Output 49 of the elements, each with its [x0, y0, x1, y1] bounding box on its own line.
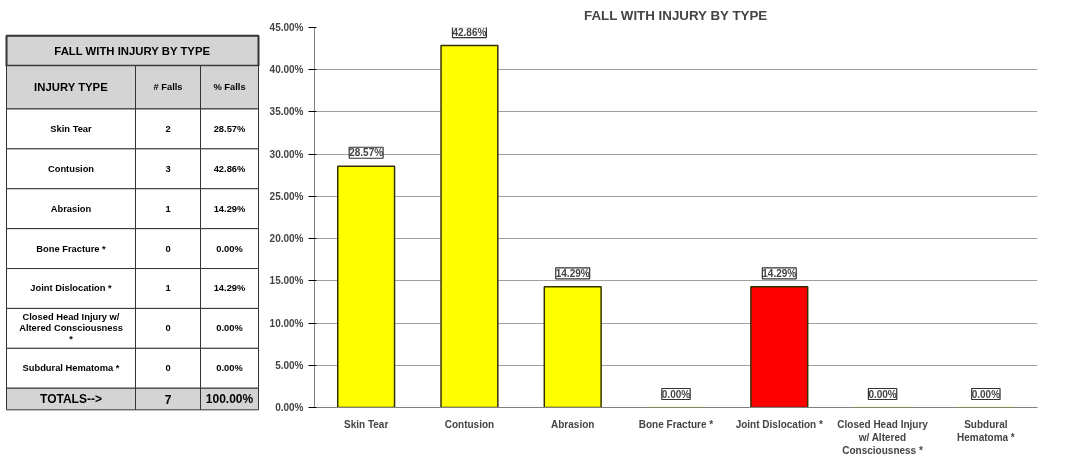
text: TOTALS-->	[40, 392, 102, 407]
x-tick-label: Bone Fracture *	[638, 418, 714, 430]
y-tick-label: 10.00%	[269, 317, 304, 329]
text: 42.86%	[213, 163, 247, 174]
y-tick-label: 30.00%	[269, 148, 304, 160]
text: INJURY TYPE	[34, 81, 109, 94]
text: Closed Head Injury w/ Altered Consciousness *	[19, 312, 123, 345]
text: 1	[165, 203, 171, 214]
text: 3	[165, 163, 171, 174]
y-tick-label: 25.00%	[269, 190, 304, 202]
text: Skin Tear	[50, 123, 93, 134]
text: 0	[165, 363, 171, 374]
text: Joint Dislocation *	[30, 283, 113, 294]
text: Abrasion	[50, 203, 92, 214]
text: 0.00%	[216, 243, 244, 254]
data-label: 14.29%	[555, 267, 590, 279]
x-tick-label: Joint Dislocation *	[735, 418, 824, 430]
x-tick-label: Contusion	[444, 418, 495, 430]
x-tick-label: Subdural Hematoma *	[956, 418, 1015, 443]
text: 7	[164, 392, 172, 407]
y-tick-label: 15.00%	[269, 275, 304, 287]
text: 14.29%	[213, 203, 247, 214]
y-tick-label: 5.00%	[275, 359, 304, 371]
chart-title: FALL WITH INJURY BY TYPE	[584, 7, 768, 23]
x-tick-label: Closed Head Injury w/ Altered Consciousness *	[837, 418, 929, 456]
y-tick-label: 35.00%	[269, 106, 304, 118]
text: 14.29%	[213, 283, 247, 294]
text: FALL WITH INJURY BY TYPE	[54, 44, 211, 57]
text: 0.00%	[216, 323, 244, 334]
text: 0.00%	[216, 363, 244, 374]
data-label: 0.00%	[661, 388, 691, 400]
data-label: 14.29%	[762, 267, 797, 279]
x-tick-label: Skin Tear	[344, 418, 389, 430]
x-tick-label: Abrasion	[551, 418, 595, 430]
text: 0	[165, 323, 171, 334]
text: Bone Fracture *	[36, 243, 107, 254]
text: 1	[165, 283, 171, 294]
y-tick-label: 20.00%	[269, 233, 304, 245]
text: % Falls	[213, 82, 246, 93]
text: # Falls	[153, 82, 183, 93]
y-tick-label: 45.00%	[269, 22, 304, 33]
text: Subdural Hematoma *	[22, 363, 120, 374]
text: 100.00%	[205, 392, 254, 407]
text: 0	[165, 243, 171, 254]
text: 28.57%	[213, 123, 247, 134]
y-tick-label: 40.00%	[269, 64, 304, 76]
text: 2	[165, 123, 171, 134]
y-tick-label: 0.00%	[275, 402, 304, 413]
text: Contusion	[47, 163, 95, 174]
